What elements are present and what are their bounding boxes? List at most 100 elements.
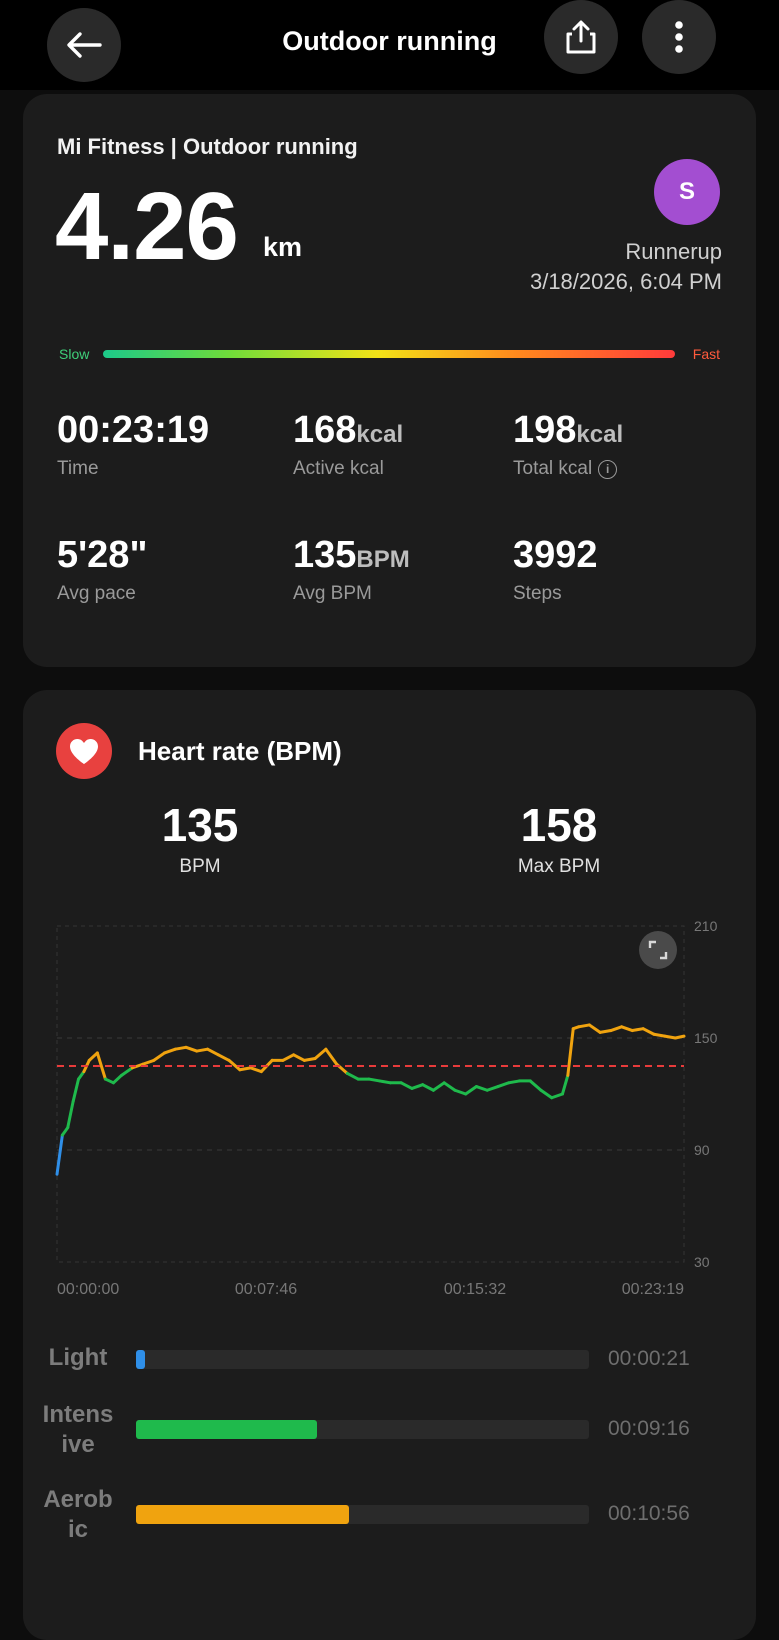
zone-fill — [136, 1505, 349, 1524]
y-tick-label: 90 — [694, 1142, 710, 1158]
metric-value: 5'28" — [57, 534, 148, 576]
heart-rate-line-segment — [195, 1047, 210, 1053]
avatar[interactable]: S — [654, 159, 720, 225]
heart-rate-line-segment — [566, 1027, 575, 1077]
metric-time: 00:23:19 Time — [57, 409, 209, 480]
heart-rate-title: Heart rate (BPM) — [138, 736, 342, 766]
heart-rate-line-segment — [474, 1085, 489, 1092]
heart-rate-line-segment — [421, 1083, 435, 1092]
heart-rate-line-segment — [496, 1081, 511, 1089]
zone-track — [136, 1505, 589, 1524]
distance-unit: km — [263, 232, 303, 262]
metric-total-kcal: 198kcal Total kcal i — [513, 409, 623, 480]
heart-rate-line-segment — [313, 1047, 328, 1061]
heart-rate-line-segment — [227, 1058, 242, 1072]
avg-bpm-value: 135 — [161, 799, 239, 851]
heart-rate-line-segment — [410, 1083, 425, 1090]
expand-chart-button[interactable] — [639, 931, 677, 969]
heart-rate-line-segment — [163, 1047, 177, 1055]
metric-value: 00:23:19 — [57, 409, 210, 451]
y-tick-label: 150 — [694, 1030, 718, 1046]
heart-rate-line-segment — [598, 1029, 613, 1034]
heart-rate-line-segment — [641, 1027, 656, 1036]
heart-rate-line-segment — [281, 1053, 296, 1062]
heart-rate-line-segment — [652, 1032, 667, 1038]
heart-rate-line-segment — [587, 1023, 602, 1034]
heart-rate-line-segment — [249, 1066, 263, 1074]
metric-label: Avg BPM — [293, 583, 372, 604]
zone-label: Light — [48, 1344, 108, 1371]
metric-label: Active kcal — [293, 458, 384, 479]
heart-rate-line-segment — [453, 1088, 468, 1096]
heart-rate-chart: 210 150 90 30 00:00:00 00:07:46 00:15:32 00:23:… — [23, 908, 756, 1328]
avg-bpm-label: BPM — [179, 856, 221, 877]
heart-rate-line-segment — [464, 1085, 478, 1096]
heart-rate-line-segment — [66, 1099, 75, 1130]
heart-rate-line-segment — [560, 1073, 570, 1096]
metric-value: 135 — [293, 534, 357, 576]
heart-rate-line-segment — [609, 1025, 624, 1033]
heart-rate-line-segment — [367, 1077, 382, 1083]
metric-steps: 3992 Steps — [513, 534, 598, 605]
heart-rate-line-segment — [378, 1079, 392, 1085]
heart-rate-line-segment — [442, 1081, 457, 1092]
user-name: Runnerup — [625, 239, 722, 264]
heart-rate-line-segment — [87, 1051, 99, 1062]
heart-rate-line-segment — [485, 1085, 500, 1092]
pace-scale-fast-label: Fast — [692, 346, 720, 362]
metric-label: Steps — [513, 583, 562, 604]
metric-value: 198 — [513, 409, 577, 451]
heart-rate-line-segment — [324, 1047, 339, 1066]
heart-rate-line-segment — [431, 1081, 446, 1092]
x-tick-label: 00:00:00 — [57, 1281, 119, 1298]
heart-rate-line-segment — [630, 1027, 645, 1033]
pace-scale-bar — [103, 350, 675, 358]
x-tick-label: 00:15:32 — [444, 1281, 506, 1298]
heart-rate-line-segment — [71, 1077, 81, 1103]
heart-rate-line-segment — [238, 1066, 253, 1072]
expand-icon — [648, 940, 668, 960]
heart-rate-line-segment — [507, 1079, 521, 1085]
metric-unit: kcal — [356, 421, 404, 448]
metric-avg-bpm: 135BPM Avg BPM — [293, 534, 410, 605]
workout-datetime: 3/18/2026, 6:04 PM — [529, 269, 722, 294]
zone-time: 00:10:56 — [608, 1502, 690, 1525]
metric-label: Avg pace — [57, 583, 136, 604]
heart-rate-line-segment — [141, 1058, 156, 1066]
pace-scale-slow-label: Slow — [59, 346, 90, 362]
info-icon[interactable]: i — [598, 459, 618, 479]
heart-badge — [56, 723, 112, 779]
more-options-button[interactable] — [642, 0, 716, 74]
heart-rate-line-segment — [184, 1045, 199, 1053]
heart-rate-line-segment — [620, 1025, 634, 1033]
heart-rate-line-segment — [292, 1053, 306, 1062]
distance-value: 4.26 — [55, 173, 239, 280]
heart-rate-line-segment — [302, 1057, 317, 1062]
arrow-left-icon — [67, 32, 102, 58]
heart-rate-card: Heart rate (BPM) 135 BPM 158 Max BPM 210… — [23, 690, 756, 1640]
heart-rate-line-segment — [673, 1034, 686, 1040]
heart-rate-line-segment — [206, 1047, 220, 1057]
zone-fill — [136, 1420, 318, 1439]
workout-app-title: Mi Fitness | Outdoor running — [57, 134, 358, 159]
heart-rate-line-segment — [77, 1070, 86, 1081]
workout-summary-card: Mi Fitness | Outdoor running 4.26 km S R… — [23, 94, 756, 667]
zone-fill — [136, 1350, 146, 1369]
page-title: Outdoor running — [282, 26, 497, 56]
heart-rate-line-segment — [120, 1066, 134, 1077]
heart-rate-line-segment — [95, 1051, 107, 1081]
back-button[interactable] — [47, 8, 121, 82]
heart-rate-line-segment — [130, 1062, 145, 1070]
heart-rate-line-segment — [399, 1081, 414, 1090]
plot-frame — [56, 925, 685, 1263]
metric-unit: kcal — [576, 421, 624, 448]
metric-value: 168 — [293, 409, 357, 451]
heart-rate-line-segment — [663, 1034, 677, 1040]
heart-rate-line-segment — [173, 1045, 188, 1051]
metric-label: Total kcal — [513, 458, 593, 479]
heart-rate-line-segment — [60, 1126, 70, 1137]
heart-rate-line-segment — [111, 1073, 124, 1085]
y-tick-label: 30 — [694, 1254, 710, 1270]
heart-rate-line-segment — [550, 1092, 564, 1100]
share-button[interactable] — [544, 0, 618, 74]
